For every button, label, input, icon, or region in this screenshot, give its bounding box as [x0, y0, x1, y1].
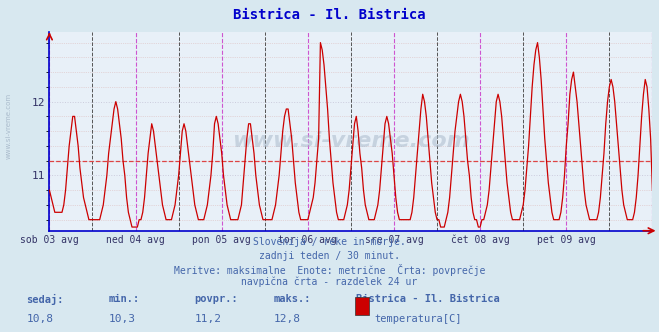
- Text: temperatura[C]: temperatura[C]: [374, 314, 462, 324]
- Text: www.si-vreme.com: www.si-vreme.com: [232, 131, 470, 151]
- Text: navpična črta - razdelek 24 ur: navpična črta - razdelek 24 ur: [241, 276, 418, 287]
- Text: min.:: min.:: [109, 294, 140, 304]
- Text: Bistrica - Il. Bistrica: Bistrica - Il. Bistrica: [233, 8, 426, 22]
- Text: www.si-vreme.com: www.si-vreme.com: [5, 93, 12, 159]
- Text: Meritve: maksimalne  Enote: metrične  Črta: povprečje: Meritve: maksimalne Enote: metrične Črta…: [174, 264, 485, 276]
- Text: povpr.:: povpr.:: [194, 294, 238, 304]
- Text: zadnji teden / 30 minut.: zadnji teden / 30 minut.: [259, 251, 400, 261]
- Text: Bistrica - Il. Bistrica: Bistrica - Il. Bistrica: [356, 294, 500, 304]
- Text: sedaj:: sedaj:: [26, 294, 64, 305]
- Text: 12,8: 12,8: [273, 314, 301, 324]
- Text: Slovenija / reke in morje.: Slovenija / reke in morje.: [253, 237, 406, 247]
- Text: maks.:: maks.:: [273, 294, 311, 304]
- Text: 10,8: 10,8: [26, 314, 53, 324]
- Text: 10,3: 10,3: [109, 314, 136, 324]
- Text: 11,2: 11,2: [194, 314, 221, 324]
